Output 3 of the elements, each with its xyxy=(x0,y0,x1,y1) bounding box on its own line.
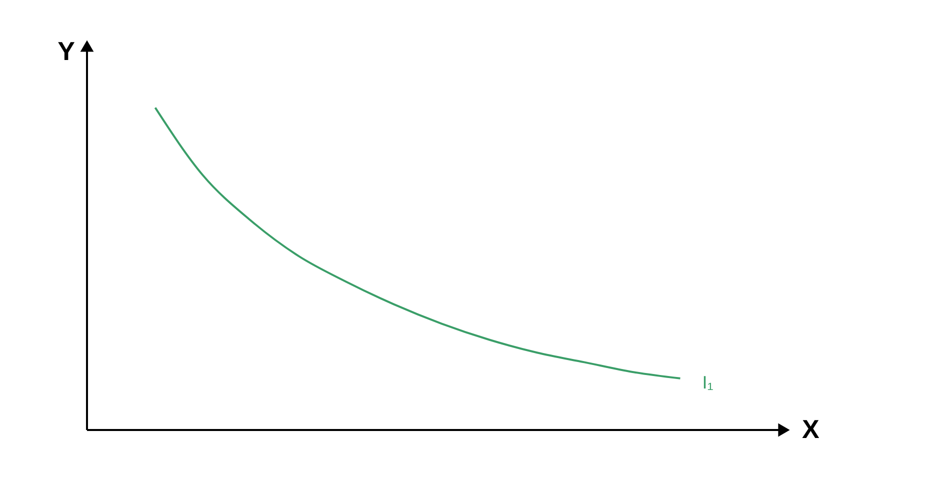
x-axis-title: X xyxy=(802,414,820,444)
y-axis-title: Y xyxy=(58,36,75,66)
series-label: I₁ xyxy=(702,372,714,392)
